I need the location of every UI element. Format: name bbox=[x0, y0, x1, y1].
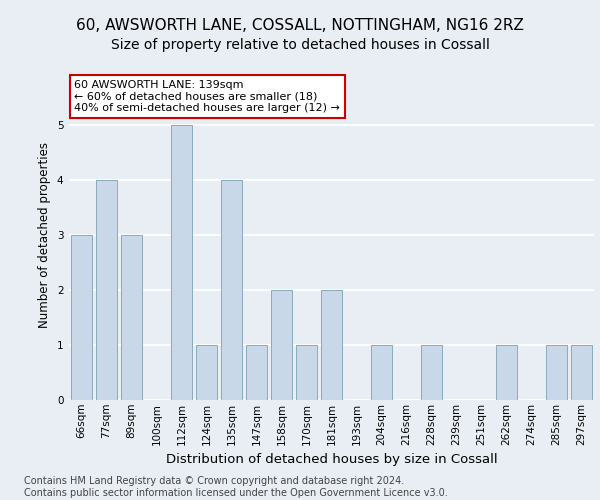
Bar bbox=[96, 180, 117, 400]
Bar bbox=[171, 125, 192, 400]
Bar bbox=[196, 345, 217, 400]
Text: Size of property relative to detached houses in Cossall: Size of property relative to detached ho… bbox=[110, 38, 490, 52]
Bar bbox=[496, 345, 517, 400]
Bar bbox=[246, 345, 267, 400]
Bar bbox=[571, 345, 592, 400]
Text: 60 AWSWORTH LANE: 139sqm
← 60% of detached houses are smaller (18)
40% of semi-d: 60 AWSWORTH LANE: 139sqm ← 60% of detach… bbox=[74, 80, 340, 113]
Bar bbox=[221, 180, 242, 400]
Bar bbox=[321, 290, 342, 400]
Bar bbox=[371, 345, 392, 400]
Bar bbox=[421, 345, 442, 400]
Bar bbox=[121, 235, 142, 400]
Y-axis label: Number of detached properties: Number of detached properties bbox=[38, 142, 51, 328]
Bar bbox=[71, 235, 92, 400]
Bar bbox=[271, 290, 292, 400]
Bar bbox=[546, 345, 567, 400]
X-axis label: Distribution of detached houses by size in Cossall: Distribution of detached houses by size … bbox=[166, 453, 497, 466]
Text: 60, AWSWORTH LANE, COSSALL, NOTTINGHAM, NG16 2RZ: 60, AWSWORTH LANE, COSSALL, NOTTINGHAM, … bbox=[76, 18, 524, 32]
Text: Contains HM Land Registry data © Crown copyright and database right 2024.
Contai: Contains HM Land Registry data © Crown c… bbox=[24, 476, 448, 498]
Bar bbox=[296, 345, 317, 400]
